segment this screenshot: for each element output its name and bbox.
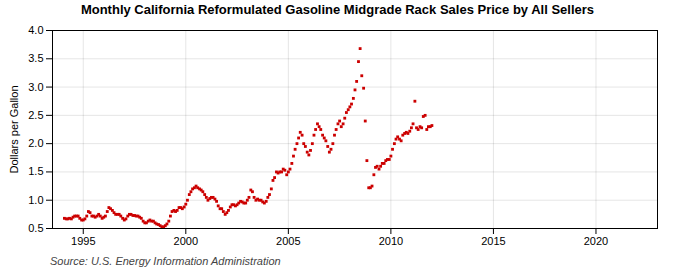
- svg-text:2010: 2010: [379, 235, 403, 247]
- svg-text:3.0: 3.0: [28, 81, 43, 93]
- svg-text:2.0: 2.0: [28, 137, 43, 149]
- html-text:Monthly California Reformulate: Monthly California Reformulated Gasoline…: [80, 2, 595, 17]
- svg-text:Dollars per Gallon: Dollars per Gallon: [8, 85, 20, 173]
- svg-text:3.5: 3.5: [28, 52, 43, 64]
- svg-text:2005: 2005: [276, 235, 300, 247]
- svg-text:4.0: 4.0: [28, 24, 43, 36]
- svg-text:2020: 2020: [584, 235, 608, 247]
- html-text:Source: U.S. Energy Informatio: Source: U.S. Energy Information Administ…: [50, 255, 281, 267]
- svg-text:2000: 2000: [174, 235, 198, 247]
- svg-text:1995: 1995: [71, 235, 95, 247]
- svg-text:2.5: 2.5: [28, 109, 43, 121]
- svg-text:2015: 2015: [481, 235, 505, 247]
- svg-text:0.5: 0.5: [28, 222, 43, 234]
- svg-text:1.0: 1.0: [28, 194, 43, 206]
- svg-text:1.5: 1.5: [28, 165, 43, 177]
